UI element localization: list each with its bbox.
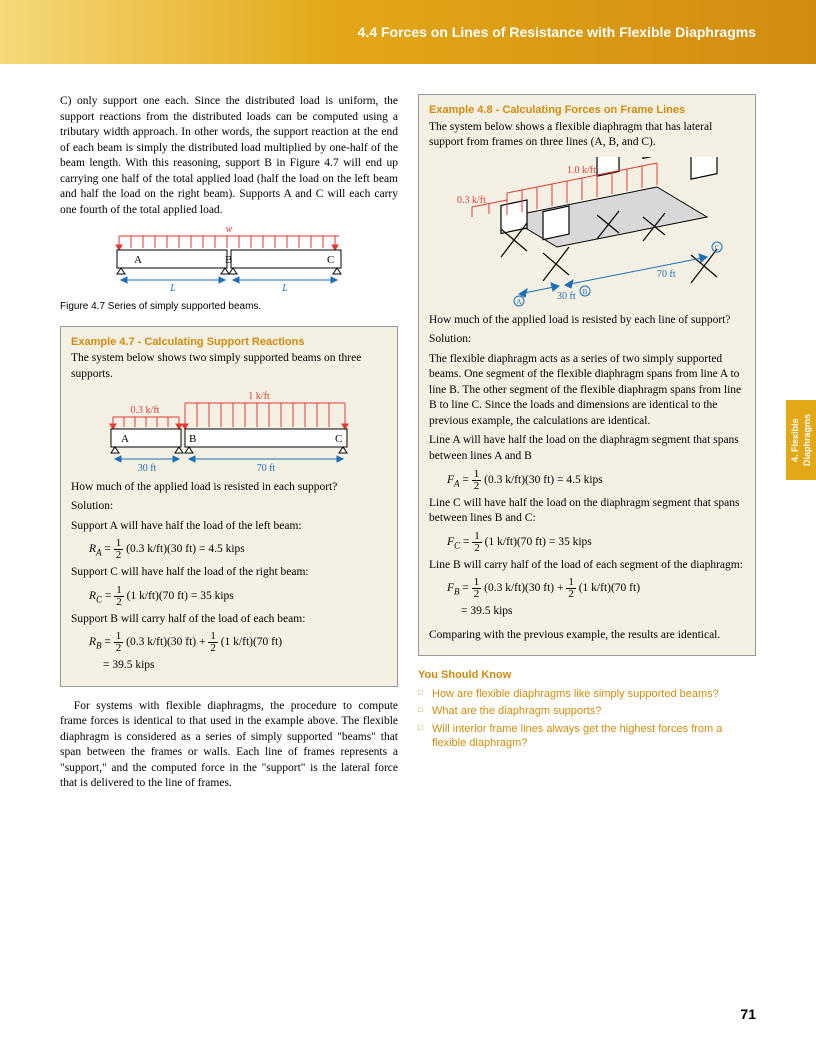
side-tab-text: 4. Flexible Diaphragms	[789, 400, 813, 480]
page-content: C) only support one each. Since the dist…	[0, 64, 816, 812]
side-tab: 4. Flexible Diaphragms	[786, 400, 816, 480]
ysm-item: What are the diaphragm supports?	[418, 704, 756, 718]
load-label-w: w	[226, 224, 233, 235]
ex47-text-a: Support A will have half the load of the…	[71, 519, 387, 535]
intro-paragraph: C) only support one each. Since the dist…	[60, 94, 398, 218]
ex47-eq-c: RC = 12 (1 k/ft)(70 ft) = 35 kips	[89, 585, 387, 608]
example-4-7-box: Example 4.7 - Calculating Support Reacti…	[60, 326, 398, 687]
ex48-eq-b-result: = 39.5 kips	[461, 604, 745, 620]
ex48-load2: 0.3 k/ft	[457, 195, 486, 206]
page-number: 71	[740, 1005, 756, 1024]
span-l1: L	[169, 283, 176, 294]
ex47-eq-b-result: = 39.5 kips	[103, 658, 387, 674]
example-4-7-title: Example 4.7 - Calculating Support Reacti…	[71, 335, 387, 350]
support-a-label: A	[134, 254, 142, 266]
ex47-solution-label: Solution:	[71, 499, 387, 515]
span-l2: L	[281, 283, 288, 294]
svg-text:C: C	[335, 433, 342, 445]
ex47-load2: 1 k/ft	[248, 391, 270, 402]
ex47-span2: 70 ft	[257, 463, 276, 474]
left-column: C) only support one each. Since the dist…	[60, 94, 398, 792]
ex48-text-b: Line B will carry half of the load of ea…	[429, 558, 745, 574]
figure-4-7: w A B C L L	[99, 224, 359, 294]
ex47-text-b: Support B will carry half of the load of…	[71, 612, 387, 628]
example-4-8-title: Example 4.8 - Calculating Forces on Fram…	[429, 103, 745, 118]
ex48-solution-text: The flexible diaphragm acts as a series …	[429, 352, 745, 430]
ex48-text-a: Line A will have half the load on the di…	[429, 433, 745, 464]
ex47-eq-b: RB = 12 (0.3 k/ft)(30 ft) + 12 (1 k/ft)(…	[89, 631, 387, 654]
ex48-eq-a: FA = 12 (0.3 k/ft)(30 ft) = 4.5 kips	[447, 469, 745, 492]
ex48-span1: 30 ft	[557, 291, 576, 302]
ex48-span2: 70 ft	[657, 269, 676, 280]
ex48-solution-label: Solution:	[429, 332, 745, 348]
header-title: 4.4 Forces on Lines of Resistance with F…	[358, 23, 756, 42]
ex47-intro: The system below shows two simply suppor…	[71, 351, 387, 382]
ex48-intro: The system below shows a flexible diaphr…	[429, 120, 745, 151]
ex48-load1: 1.0 k/ft	[567, 165, 596, 176]
ysm-item: How are flexible diaphragms like simply …	[418, 687, 756, 701]
ex48-compare: Comparing with the previous example, the…	[429, 628, 745, 644]
ex48-diagram: 1.0 k/ft 0.3 k/ft 70 ft 30 ft A B C	[447, 157, 727, 307]
ex48-eq-c: FC = 12 (1 k/ft)(70 ft) = 35 kips	[447, 531, 745, 554]
ex47-load1: 0.3 k/ft	[131, 405, 160, 416]
ex48-text-c: Line C will have half the load on the di…	[429, 496, 745, 527]
svg-text:C: C	[715, 244, 720, 252]
ysm-title: You Should Know	[418, 668, 756, 683]
ex47-span1: 30 ft	[138, 463, 157, 474]
svg-text:A: A	[516, 298, 521, 306]
figure-4-7-caption: Figure 4.7 Series of simply supported be…	[60, 300, 398, 314]
svg-text:B: B	[189, 433, 196, 445]
para2: For systems with flexible diaphragms, th…	[60, 699, 398, 792]
ysm-item: Will interior frame lines always get the…	[418, 722, 756, 751]
ex47-question: How much of the applied load is resisted…	[71, 480, 387, 496]
ex48-question: How much of the applied load is resisted…	[429, 313, 745, 329]
support-b-label: B	[225, 254, 232, 266]
ysm-list: How are flexible diaphragms like simply …	[418, 687, 756, 750]
svg-text:B: B	[583, 288, 588, 296]
header-banner: 4.4 Forces on Lines of Resistance with F…	[0, 0, 816, 64]
ex48-eq-b: FB = 12 (0.3 k/ft)(30 ft) + 12 (1 k/ft)(…	[447, 577, 745, 600]
svg-text:A: A	[121, 433, 129, 445]
you-should-know: You Should Know How are flexible diaphra…	[418, 668, 756, 750]
ex47-diagram: 0.3 k/ft 1 k/ft A B C	[89, 389, 369, 474]
support-c-label: C	[327, 254, 334, 266]
ex47-text-c: Support C will have half the load of the…	[71, 565, 387, 581]
ex47-eq-a: RA = 12 (0.3 k/ft)(30 ft) = 4.5 kips	[89, 538, 387, 561]
example-4-8-box: Example 4.8 - Calculating Forces on Fram…	[418, 94, 756, 656]
right-column: Example 4.8 - Calculating Forces on Fram…	[418, 94, 756, 792]
